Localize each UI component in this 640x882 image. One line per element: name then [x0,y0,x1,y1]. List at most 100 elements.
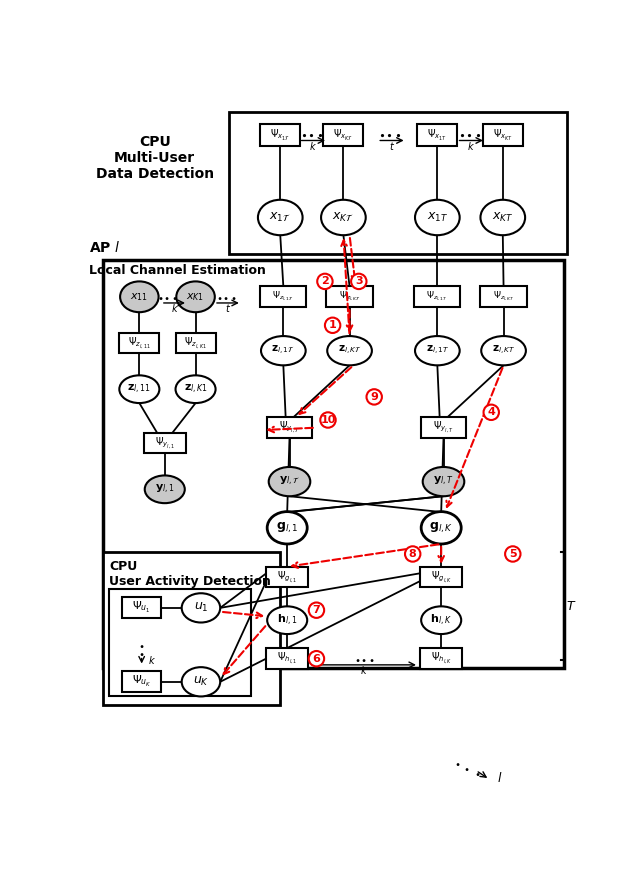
Text: $k$: $k$ [309,140,317,152]
Text: $\mathbf{z}_{l,1\mathcal{T}}$: $\mathbf{z}_{l,1\mathcal{T}}$ [271,344,295,357]
Text: $\bullet$: $\bullet$ [138,639,145,650]
Bar [266,567,308,587]
Text: $\mathbf{z}_{l,1T}$: $\mathbf{z}_{l,1T}$ [426,344,449,357]
Text: $\mathbf{z}_{l,11}$: $\mathbf{z}_{l,11}$ [127,383,151,396]
Bar [260,124,300,146]
Bar [417,124,458,146]
Ellipse shape [269,467,310,497]
Ellipse shape [267,512,307,544]
Circle shape [484,405,499,420]
Bar [483,124,523,146]
Text: 4: 4 [487,407,495,417]
Bar [144,433,186,453]
Circle shape [405,546,420,562]
Bar [119,333,159,354]
Text: $\Psi_{g_{l,1}}$: $\Psi_{g_{l,1}}$ [277,570,298,585]
Bar [103,260,564,668]
Bar [414,287,460,307]
Bar [230,112,566,254]
Text: 3: 3 [355,276,363,287]
Text: CPU
User Activity Detection: CPU User Activity Detection [109,560,271,588]
Text: $\Psi_{z_{l,KT}}$: $\Psi_{z_{l,KT}}$ [493,290,515,303]
Ellipse shape [415,200,460,235]
Ellipse shape [415,336,460,365]
Text: $\mathbf{z}_{l,KT}$: $\mathbf{z}_{l,KT}$ [492,344,515,357]
Text: 8: 8 [409,549,417,559]
Ellipse shape [119,376,159,403]
Text: $k$: $k$ [467,140,476,152]
Text: $\bullet$: $\bullet$ [474,767,481,778]
Ellipse shape [176,281,215,312]
Text: $\bullet\!\bullet\!\bullet$: $\bullet\!\bullet\!\bullet$ [216,292,237,302]
Ellipse shape [327,336,372,365]
Text: $\mathbf{h}_{l,1}$: $\mathbf{h}_{l,1}$ [277,613,298,628]
Text: $\bullet$: $\bullet$ [454,759,461,768]
Text: $x_{K\mathcal{T}}$: $x_{K\mathcal{T}}$ [332,211,355,224]
Ellipse shape [182,594,220,623]
Text: $\Psi_{y_{l,1}}$: $\Psi_{y_{l,1}}$ [155,436,175,451]
Text: $\Psi_{y_{l,\mathcal{T}}}$: $\Psi_{y_{l,\mathcal{T}}}$ [279,420,300,435]
Text: $\Psi_{z_{l,K\mathcal{T}}}$: $\Psi_{z_{l,K\mathcal{T}}}$ [339,290,360,303]
Text: $k$: $k$ [360,664,368,676]
Text: 9: 9 [371,392,378,402]
Bar [420,648,462,669]
Text: $\bullet\!\bullet\!\bullet$: $\bullet\!\bullet\!\bullet$ [378,131,403,140]
Text: $\mathbf{y}_{l,1}$: $\mathbf{y}_{l,1}$ [155,482,175,496]
Circle shape [308,602,324,618]
Text: AP $l$: AP $l$ [90,240,121,255]
Text: $\Psi_{x_{1T}}$: $\Psi_{x_{1T}}$ [428,128,447,143]
Text: $\Psi_{z_{l,1\mathcal{T}}}$: $\Psi_{z_{l,1\mathcal{T}}}$ [273,290,294,303]
Text: $\Psi_{x_{KT}}$: $\Psi_{x_{KT}}$ [493,128,513,143]
Text: $x_{11}$: $x_{11}$ [131,291,148,303]
Text: $x_{K1}$: $x_{K1}$ [186,291,205,303]
Text: $\Psi_{x_{1\mathcal{T}}}$: $\Psi_{x_{1\mathcal{T}}}$ [270,128,291,143]
Text: $\Psi_{h_{l,1}}$: $\Psi_{h_{l,1}}$ [277,651,298,666]
Bar [266,648,308,669]
Text: $\Psi_{u_1}$: $\Psi_{u_1}$ [132,601,151,616]
Text: $\bullet$: $\bullet$ [463,763,470,773]
Bar [122,597,161,618]
Ellipse shape [267,606,307,634]
Text: $\mathbf{y}_{l,\mathcal{T}}$: $\mathbf{y}_{l,\mathcal{T}}$ [279,475,300,488]
Text: $x_{1\mathcal{T}}$: $x_{1\mathcal{T}}$ [269,211,291,224]
Text: $\bullet$: $\bullet$ [138,647,145,658]
Text: $\Psi_{h_{l,K}}$: $\Psi_{h_{l,K}}$ [431,651,452,666]
Bar [260,287,307,307]
Text: $k$: $k$ [171,303,179,314]
Bar [420,567,462,587]
Text: $x_{KT}$: $x_{KT}$ [492,211,513,224]
Bar [175,333,216,354]
Circle shape [325,318,340,333]
Text: $\mathbf{z}_{l,K\mathcal{T}}$: $\mathbf{z}_{l,K\mathcal{T}}$ [337,344,362,357]
Ellipse shape [481,200,525,235]
Text: $l$: $l$ [497,771,503,785]
Text: $u_K$: $u_K$ [193,676,209,688]
Text: 10: 10 [320,415,336,425]
Ellipse shape [422,467,464,497]
Circle shape [317,273,333,289]
Text: $T$: $T$ [566,600,577,613]
Text: $\mathbf{y}_{l,T}$: $\mathbf{y}_{l,T}$ [433,475,454,488]
Text: CPU
Multi-User
Data Detection: CPU Multi-User Data Detection [96,135,214,182]
Text: $\Psi_{z_{l,11}}$: $\Psi_{z_{l,11}}$ [128,335,151,350]
Text: $k$: $k$ [148,654,156,666]
Ellipse shape [258,200,303,235]
Text: 2: 2 [321,276,329,287]
Circle shape [308,651,324,667]
Text: 7: 7 [312,605,321,615]
Text: $\bullet\!\bullet\!\bullet$: $\bullet\!\bullet\!\bullet$ [157,292,179,302]
Ellipse shape [145,475,185,503]
Bar [103,552,280,705]
Ellipse shape [421,606,461,634]
Bar [326,287,372,307]
Text: $\Psi_{y_{l,T}}$: $\Psi_{y_{l,T}}$ [433,420,454,435]
Text: $\Psi_{x_{K\mathcal{T}}}$: $\Psi_{x_{K\mathcal{T}}}$ [333,128,354,143]
Text: $\mathbf{g}_{l,1}$: $\mathbf{g}_{l,1}$ [276,520,298,534]
Text: $u_1$: $u_1$ [194,602,208,615]
Bar [421,417,466,438]
Bar [323,124,364,146]
Ellipse shape [261,336,306,365]
Text: $\mathbf{g}_{l,K}$: $\mathbf{g}_{l,K}$ [429,520,453,534]
Circle shape [351,273,367,289]
Bar [481,287,527,307]
